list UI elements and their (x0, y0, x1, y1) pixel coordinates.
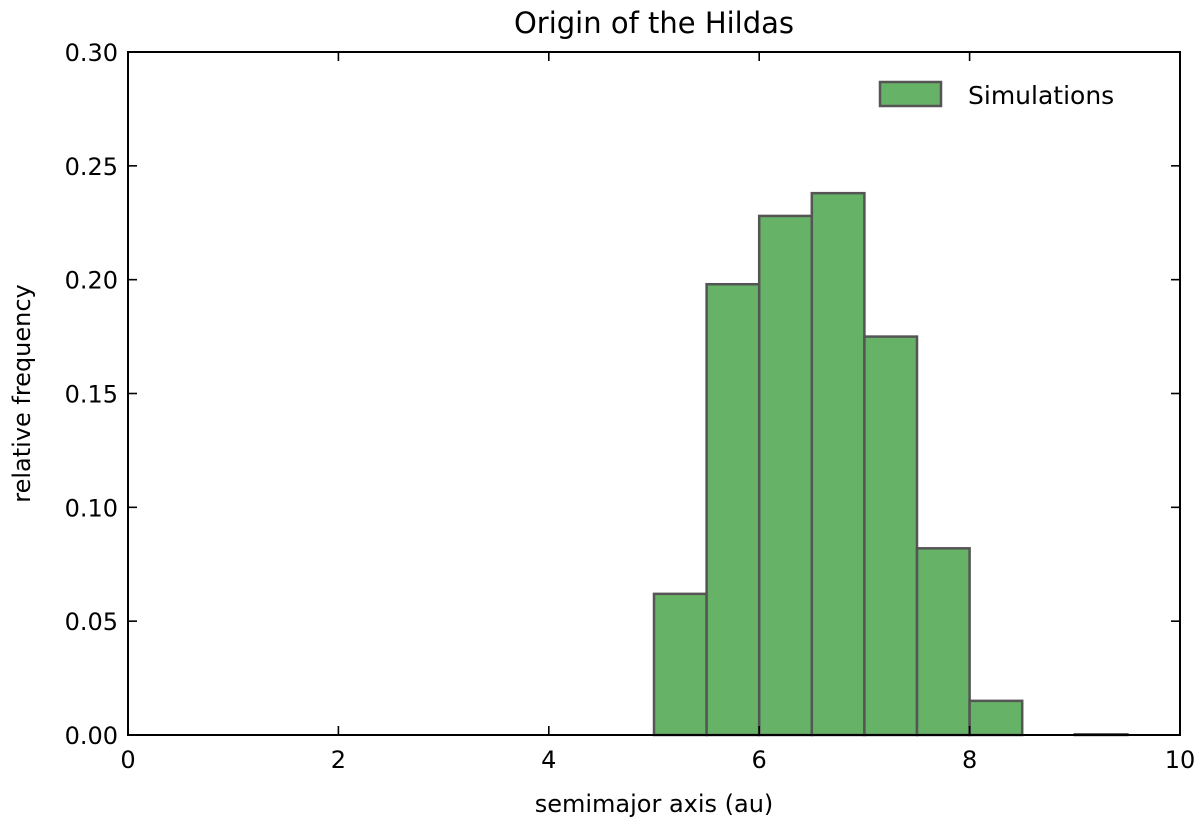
bar-1 (705, 282, 761, 737)
bar-6 (968, 699, 1024, 737)
y-tick-label: 0.00 (65, 722, 118, 750)
y-tick-label: 0.20 (65, 267, 118, 295)
y-axis-label: relative frequency (8, 284, 36, 503)
bar-2 (757, 214, 814, 737)
bar-0 (652, 592, 708, 737)
x-tick-label: 6 (752, 746, 767, 774)
ticks-group: 0 2 4 6 8 10 0.00 0.05 0.10 0.15 0.20 0.25 0.30 (65, 39, 1196, 774)
bar-5 (915, 547, 971, 737)
legend-label-simulations: Simulations (968, 81, 1114, 110)
x-tick-label: 0 (120, 746, 135, 774)
bar-3 (810, 191, 866, 737)
y-tick-label: 0.30 (65, 39, 118, 67)
x-axis-label: semimajor axis (au) (535, 790, 774, 818)
y-tick-label: 0.05 (65, 608, 118, 636)
legend: Simulations (878, 80, 1114, 110)
y-tick-label: 0.15 (65, 381, 118, 409)
chart-title: Origin of the Hildas (514, 6, 794, 40)
legend-swatch-simulations (878, 80, 943, 108)
bar-4 (863, 335, 919, 737)
x-tick-label: 10 (1165, 746, 1196, 774)
bars-group (652, 191, 1129, 737)
y-tick-label: 0.10 (65, 494, 118, 522)
x-tick-label: 2 (331, 746, 346, 774)
plot-frame (127, 51, 1181, 736)
x-tick-label: 4 (541, 746, 556, 774)
y-tick-label: 0.25 (65, 153, 118, 181)
x-tick-label: 8 (962, 746, 977, 774)
